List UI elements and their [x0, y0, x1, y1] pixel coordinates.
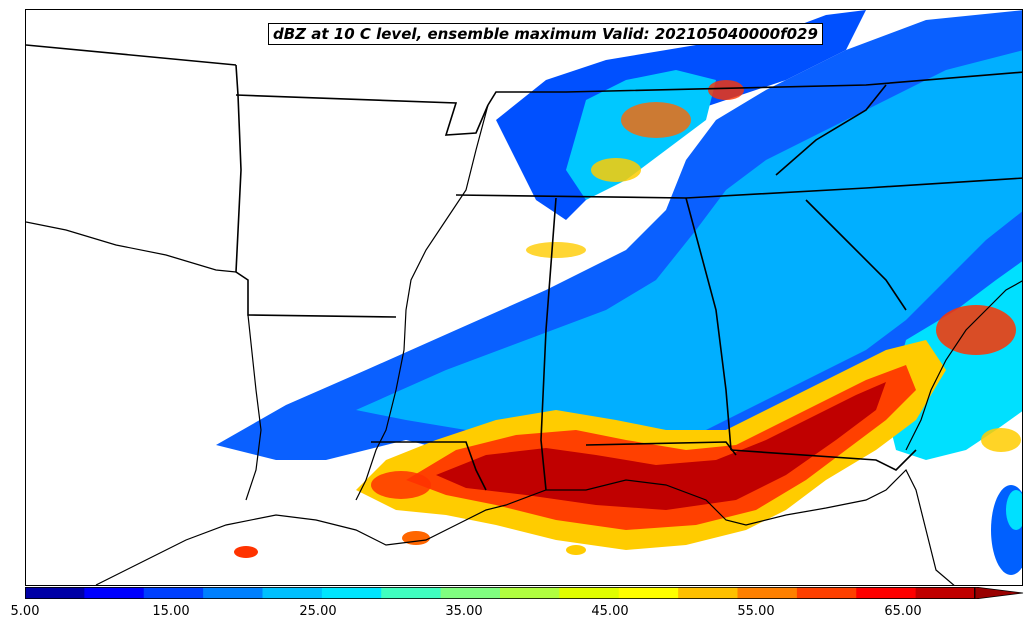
colorbar-extend-arrow	[974, 587, 1024, 599]
colorbar-outline	[25, 587, 975, 599]
cell-gulf-3	[566, 545, 586, 555]
cell-north-2	[591, 158, 641, 182]
boundary-line	[585, 441, 737, 456]
colorbar-segment	[856, 587, 917, 599]
colorbar-tick-label: 25.00	[299, 604, 337, 619]
colorbar-segment	[618, 587, 679, 599]
colorbar-tick-label: 15.00	[152, 604, 190, 619]
cell-north-3	[708, 80, 744, 100]
colorbar-segment	[203, 587, 264, 599]
colorbar-tick-label: 35.00	[445, 604, 483, 619]
boundary-line	[487, 71, 1022, 106]
colorbar-tick-label: 45.00	[591, 604, 629, 619]
colorbar-segment	[25, 587, 85, 599]
colorbar-tick-label: 65.00	[884, 604, 922, 619]
reflectivity-field	[216, 10, 1022, 575]
colorbar-tick-labels: 5.00 15.00 25.00 35.00 45.00 55.00 65.00	[0, 604, 1033, 624]
boundary-line	[455, 177, 1022, 199]
river-line	[245, 314, 262, 501]
colorbar-segment	[84, 587, 145, 599]
colorbar-segment	[796, 587, 857, 599]
cell-gulf-2	[402, 531, 430, 545]
state-boundaries	[26, 44, 1022, 491]
colorbar-segment	[440, 587, 501, 599]
colorbar-segment	[500, 587, 560, 599]
river-line	[26, 221, 237, 273]
cell-east-2	[981, 428, 1021, 452]
cell-se-2	[1006, 490, 1022, 530]
colorbar-segment	[262, 587, 323, 599]
boundary-line	[805, 199, 907, 311]
boundary-line	[26, 44, 237, 66]
boundary-line	[235, 94, 489, 136]
cell-east-1	[936, 305, 1016, 355]
cell-nw	[526, 242, 586, 258]
cell-north-1	[621, 102, 691, 138]
colorbar	[25, 587, 1024, 599]
coast-line	[905, 280, 1022, 451]
reflectivity-south-max	[436, 382, 886, 510]
cell-gulf-1	[234, 546, 258, 558]
map-panel: dBZ at 10 C level, ensemble maximum Vali…	[25, 9, 1023, 586]
reflectivity-map	[26, 10, 1022, 585]
colorbar-segments	[25, 587, 1024, 599]
colorbar-segment	[559, 587, 620, 599]
colorbar-segment	[381, 587, 442, 599]
colorbar-segment	[143, 587, 204, 599]
river-coast-lines	[26, 104, 1022, 585]
colorbar-tick-label: 55.00	[737, 604, 775, 619]
boundary-line	[540, 197, 557, 491]
cell-sw-1	[371, 471, 431, 499]
boundary-line	[730, 449, 917, 471]
map-title: dBZ at 10 C level, ensemble maximum Vali…	[268, 23, 823, 45]
reflectivity-swath-cyan	[356, 50, 1022, 450]
boundary-line	[685, 197, 732, 451]
coast-line	[95, 468, 955, 585]
colorbar-segment	[321, 587, 382, 599]
boundary-line	[235, 64, 397, 318]
colorbar-segment	[915, 587, 976, 599]
river-line	[355, 104, 489, 501]
colorbar-segment	[678, 587, 739, 599]
boundary-line	[775, 84, 887, 176]
colorbar-tick-label: 5.00	[10, 604, 40, 619]
colorbar-segment	[737, 587, 798, 599]
boundary-line	[371, 441, 487, 491]
